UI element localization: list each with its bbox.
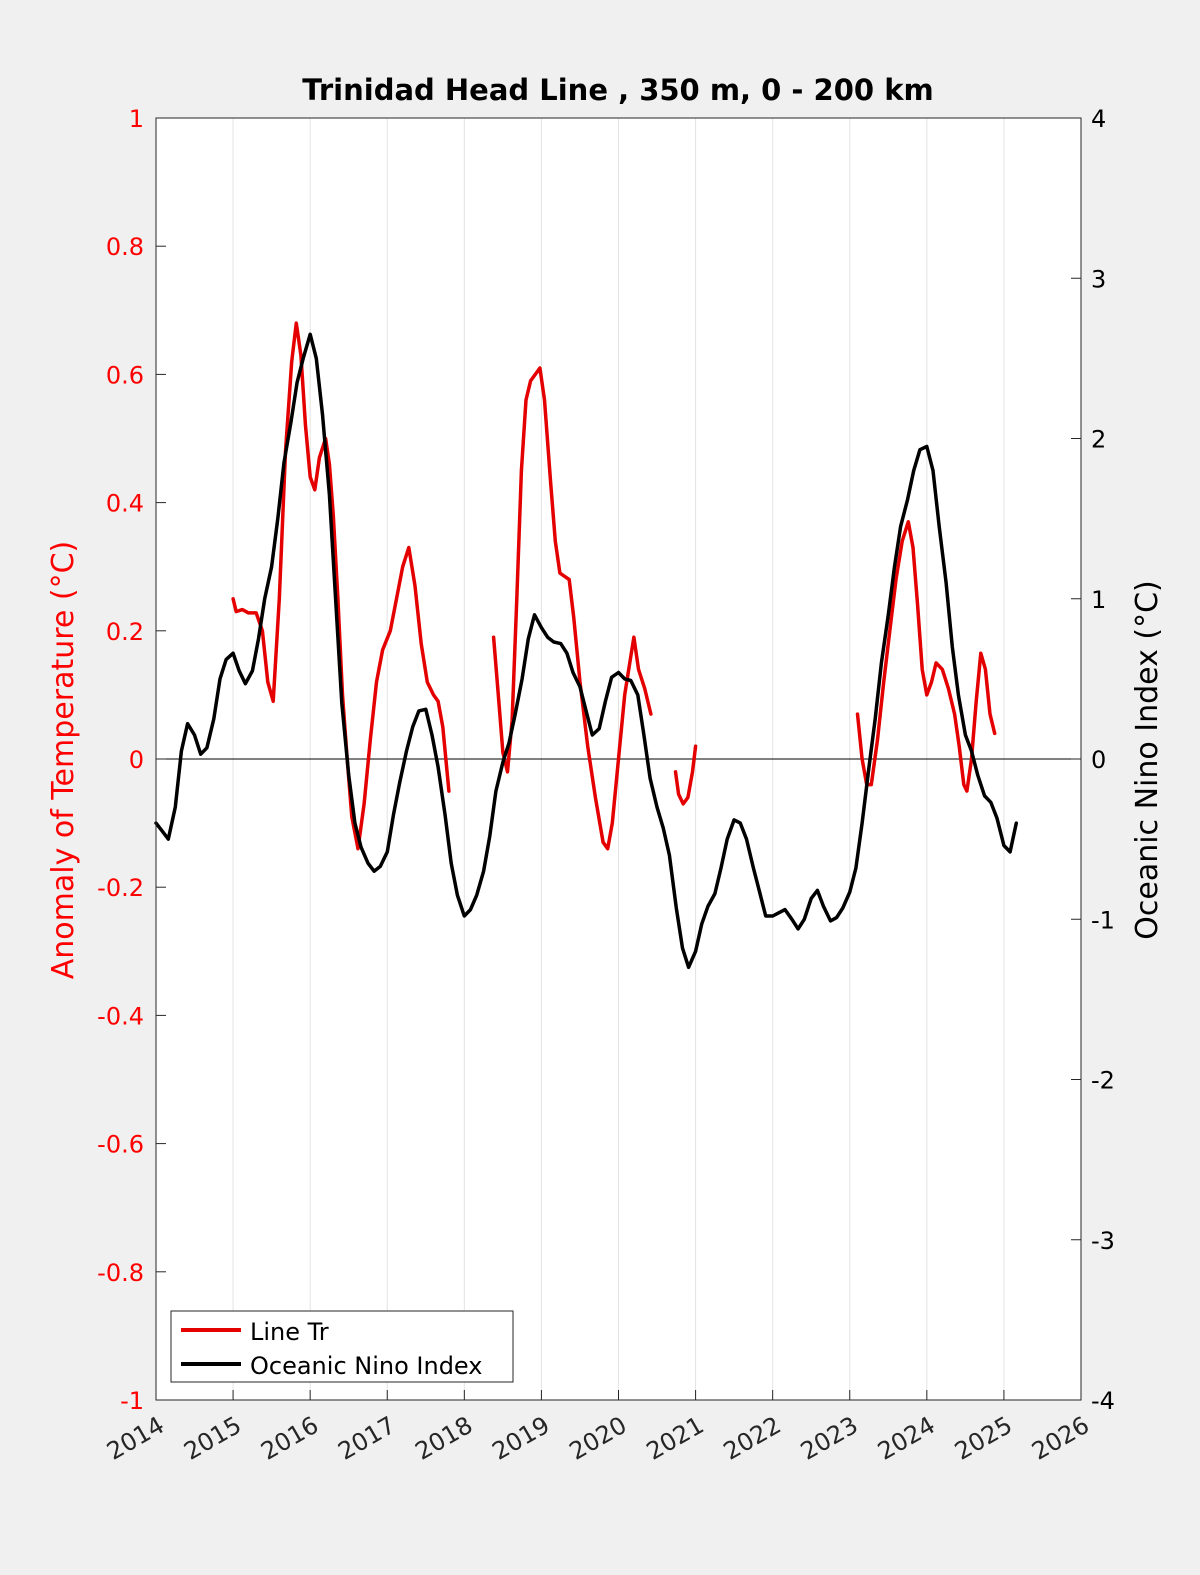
left-tick-label: -0.2 (97, 874, 144, 902)
left-tick-label: -0.8 (97, 1259, 144, 1287)
right-tick-label: 2 (1091, 426, 1106, 454)
right-tick-label: -1 (1091, 906, 1115, 934)
left-axis-label: Anomaly of Temperature (°C) (46, 541, 81, 980)
series-line-tr-segment-2 (491, 366, 653, 851)
right-tick-label: -4 (1091, 1387, 1115, 1415)
left-axis-ticks: 1 0.8 0.6 0.4 0.2 0 -0.2 -0.4 -0.6 -0.8 -1 (97, 105, 166, 1415)
right-axis-ticks: 4 3 2 1 0 -1 -2 -3 -4 (1071, 105, 1115, 1415)
left-tick-label: 0.6 (106, 361, 144, 389)
right-tick-label: 0 (1091, 746, 1106, 774)
right-tick-label: 3 (1091, 265, 1106, 293)
right-tick-label: -3 (1091, 1227, 1115, 1255)
right-axis-label: Oceanic Nino Index (°C) (1130, 580, 1165, 940)
legend: Line Tr Oceanic Nino Index (170, 1310, 514, 1383)
left-tick-label: 0.2 (106, 618, 144, 646)
series-line-tr-segment-1 (231, 321, 451, 851)
left-tick-label: 0.4 (106, 490, 144, 518)
legend-label-line-tr: Line Tr (250, 1318, 329, 1346)
series-oceanic-nino-index-segment-1 (154, 332, 1019, 970)
right-tick-label: 4 (1091, 105, 1106, 133)
series-lines (154, 321, 1019, 970)
left-tick-label: 1 (129, 105, 144, 133)
legend-label-oni: Oceanic Nino Index (250, 1352, 482, 1380)
series-line-tr-segment-3 (673, 744, 698, 806)
chart-title: Trinidad Head Line , 350 m, 0 - 200 km (302, 73, 933, 107)
legend-box (170, 1310, 514, 1383)
left-tick-label: -1 (120, 1387, 144, 1415)
left-tick-label: 0 (129, 746, 144, 774)
series-line-tr-segment-4 (855, 520, 997, 793)
right-tick-label: 1 (1091, 586, 1106, 614)
left-tick-label: -0.4 (97, 1002, 144, 1030)
right-tick-label: -2 (1091, 1067, 1115, 1095)
left-tick-label: -0.6 (97, 1131, 144, 1159)
left-tick-label: 0.8 (106, 233, 144, 261)
